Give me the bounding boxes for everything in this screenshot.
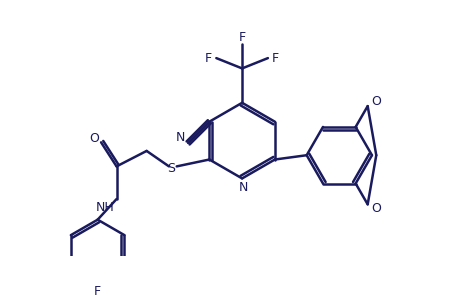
Text: NH: NH — [96, 201, 115, 214]
Text: S: S — [167, 162, 175, 175]
Text: O: O — [371, 202, 381, 215]
Text: F: F — [94, 285, 101, 296]
Text: F: F — [238, 31, 246, 44]
Text: N: N — [176, 131, 185, 144]
Text: N: N — [239, 181, 249, 194]
Text: O: O — [371, 95, 381, 108]
Text: F: F — [272, 52, 279, 65]
Text: F: F — [205, 52, 212, 65]
Text: O: O — [89, 131, 99, 144]
